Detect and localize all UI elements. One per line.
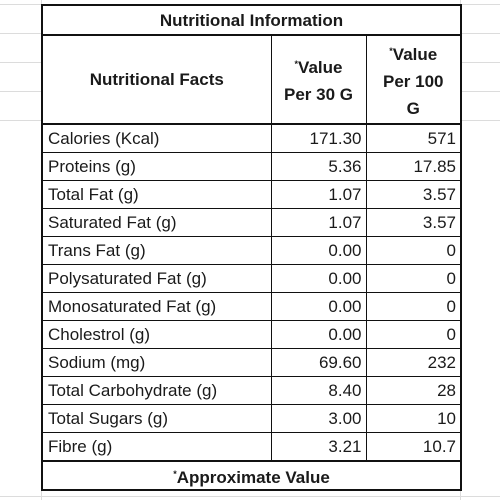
table-row: Sodium (mg) 69.60 232 (41, 348, 462, 377)
value-per-30g: 171.30 (270, 123, 367, 153)
value-per-100g: 0 (365, 320, 462, 349)
footnote-marker: * (173, 468, 177, 479)
table-footer: *Approximate Value (41, 460, 462, 491)
table-row: Saturated Fat (g) 1.07 3.57 (41, 208, 462, 237)
value-per-30g: 0.00 (270, 236, 367, 265)
header-value-per-100g: *Value Per 100 G (365, 34, 462, 125)
table-row: Cholestrol (g) 0.00 0 (41, 320, 462, 349)
table-row: Monosaturated Fat (g) 0.00 0 (41, 292, 462, 321)
nutrient-label: Proteins (g) (41, 152, 272, 181)
nutrient-label: Cholestrol (g) (41, 320, 272, 349)
nutrient-label: Calories (Kcal) (41, 123, 272, 153)
value-per-100g: 3.57 (365, 180, 462, 209)
header-value-per-30g: *Value Per 30 G (270, 34, 367, 125)
table-row: Polysaturated Fat (g) 0.00 0 (41, 264, 462, 293)
footer-note: Approximate Value (176, 467, 330, 487)
table-row: Total Carbohydrate (g) 8.40 28 (41, 376, 462, 405)
value-per-100g: 232 (365, 348, 462, 377)
sheet-gridline (0, 496, 500, 497)
value-per-30g: 0.00 (270, 292, 367, 321)
header-per100-line2: Per 100 (383, 71, 444, 91)
header-per30-line2: Per 30 G (284, 85, 353, 104)
nutrient-label: Fibre (g) (41, 432, 272, 462)
header-per100-line1: Value (392, 44, 438, 64)
table-row: Calories (Kcal) 171.30 571 (41, 123, 462, 153)
nutrient-label: Total Sugars (g) (41, 404, 272, 433)
value-per-30g: 1.07 (270, 208, 367, 237)
value-per-100g: 3.57 (365, 208, 462, 237)
value-per-100g: 10.7 (365, 432, 462, 462)
nutrient-label: Polysaturated Fat (g) (41, 264, 272, 293)
value-per-30g: 69.60 (270, 348, 367, 377)
header-per100-line3: G (406, 98, 420, 118)
value-per-30g: 0.00 (270, 320, 367, 349)
table-row: Total Fat (g) 1.07 3.57 (41, 180, 462, 209)
footnote-marker: * (294, 59, 299, 69)
header-nutritional-facts: Nutritional Facts (41, 34, 272, 125)
value-per-30g: 3.21 (270, 432, 367, 462)
footnote-marker: * (389, 45, 393, 56)
table-title: Nutritional Information (41, 4, 462, 36)
nutrient-label: Total Carbohydrate (g) (41, 376, 272, 405)
table-row: Trans Fat (g) 0.00 0 (41, 236, 462, 265)
nutrient-label: Total Fat (g) (41, 180, 272, 209)
table-row: Proteins (g) 5.36 17.85 (41, 152, 462, 181)
nutrition-table: Nutritional Information Nutritional Fact… (41, 4, 463, 491)
table-row: Total Sugars (g) 3.00 10 (41, 404, 462, 433)
table-row: Fibre (g) 3.21 10.7 (41, 432, 462, 462)
value-per-100g: 571 (365, 123, 462, 153)
nutrient-label: Trans Fat (g) (41, 236, 272, 265)
nutrient-label: Saturated Fat (g) (41, 208, 272, 237)
value-per-100g: 10 (365, 404, 462, 433)
nutrient-label: Sodium (mg) (41, 348, 272, 377)
value-per-100g: 0 (365, 292, 462, 321)
value-per-100g: 0 (365, 236, 462, 265)
value-per-30g: 0.00 (270, 264, 367, 293)
value-per-30g: 5.36 (270, 152, 367, 181)
nutrient-label: Monosaturated Fat (g) (41, 292, 272, 321)
value-per-30g: 8.40 (270, 376, 367, 405)
value-per-100g: 0 (365, 264, 462, 293)
value-per-30g: 3.00 (270, 404, 367, 433)
header-per30-line1: Value (298, 58, 343, 77)
value-per-30g: 1.07 (270, 180, 367, 209)
value-per-100g: 17.85 (365, 152, 462, 181)
value-per-100g: 28 (365, 376, 462, 405)
